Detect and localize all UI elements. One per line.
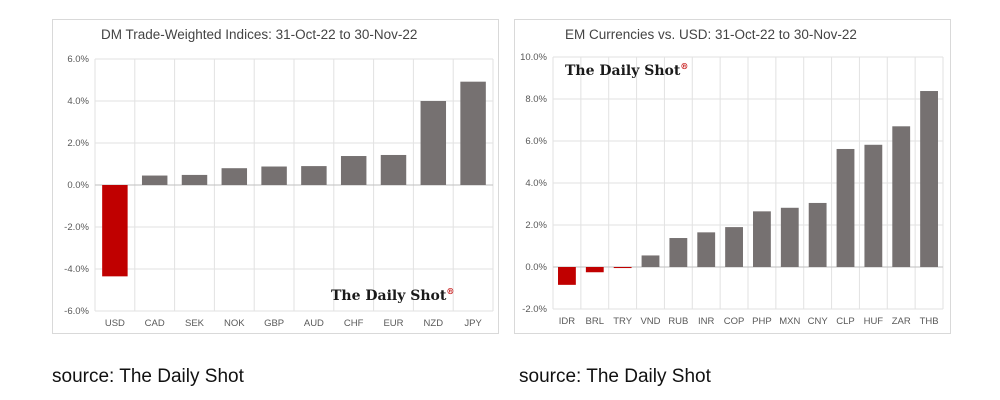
right-category-label: INR	[698, 316, 715, 327]
dm-watermark-mark: ®	[446, 286, 454, 296]
right-bar-cop	[725, 227, 743, 267]
left-y-tick-label: 6.0%	[67, 54, 89, 65]
em-currencies-chart: EM Currencies vs. USD: 31-Oct-22 to 30-N…	[520, 27, 944, 327]
right-bar-huf	[864, 144, 883, 267]
left-bar-chf	[340, 156, 367, 185]
em-chart-title: EM Currencies vs. USD: 31-Oct-22 to 30-N…	[565, 27, 857, 42]
left-bar-aud	[301, 166, 327, 185]
right-category-label: TRY	[613, 316, 632, 327]
left-source-caption: source: The Daily Shot	[52, 366, 244, 387]
left-category-label: JPY	[464, 318, 482, 329]
dm-chart-title: DM Trade-Weighted Indices: 31-Oct-22 to …	[101, 27, 417, 42]
right-bar-cny	[808, 202, 827, 267]
left-y-tick-label: 2.0%	[67, 138, 89, 149]
left-category-label: NOK	[224, 318, 245, 329]
left-bar-nzd	[420, 101, 447, 185]
dm-daily-shot-watermark: The Daily Shot®	[331, 286, 454, 304]
right-bar-php	[753, 211, 771, 267]
right-y-tick-label: 8.0%	[525, 94, 547, 105]
right-bar-rub	[669, 238, 688, 267]
left-bar-usd	[102, 185, 128, 277]
right-bar-mxn	[780, 207, 799, 267]
right-y-tick-label: 10.0%	[520, 52, 547, 63]
dm-trade-weighted-chart: DM Trade-Weighted Indices: 31-Oct-22 to …	[64, 27, 494, 329]
right-bar-vnd	[641, 255, 660, 267]
right-y-tick-label: -2.0%	[522, 304, 547, 315]
right-bar-clp	[836, 148, 855, 267]
left-y-tick-label: 0.0%	[67, 180, 89, 191]
left-y-tick-label: -4.0%	[64, 264, 89, 275]
left-y-tick-label: -2.0%	[64, 222, 89, 233]
right-category-label: ZAR	[892, 316, 911, 327]
right-bar-idr	[558, 267, 576, 285]
left-category-label: CHF	[344, 318, 364, 329]
right-category-label: MXN	[779, 316, 800, 327]
right-category-label: HUF	[864, 316, 884, 327]
right-bar-brl	[585, 267, 604, 273]
right-category-label: PHP	[752, 316, 772, 327]
left-category-label: NZD	[424, 318, 444, 329]
left-category-label: USD	[105, 318, 125, 329]
right-category-label: COP	[724, 316, 745, 327]
left-y-tick-label: -6.0%	[64, 306, 89, 317]
right-category-label: IDR	[559, 316, 576, 327]
right-bar-thb	[920, 91, 938, 268]
right-category-label: CNY	[808, 316, 829, 327]
em-watermark-mark: ®	[680, 61, 688, 71]
right-category-label: CLP	[836, 316, 854, 327]
left-bar-nok	[221, 168, 248, 185]
left-bar-eur	[380, 154, 407, 185]
em-daily-shot-watermark: The Daily Shot®	[565, 61, 688, 79]
right-y-tick-label: 6.0%	[525, 136, 547, 147]
left-category-label: SEK	[185, 318, 205, 329]
right-category-label: VND	[640, 316, 660, 327]
right-y-tick-label: 4.0%	[525, 178, 547, 189]
dm-chart-panel: DM Trade-Weighted Indices: 31-Oct-22 to …	[52, 19, 499, 334]
right-y-tick-label: 0.0%	[525, 262, 547, 273]
left-category-label: GBP	[264, 318, 284, 329]
left-bar-sek	[181, 174, 208, 185]
left-y-tick-label: 4.0%	[67, 96, 89, 107]
right-source-caption: source: The Daily Shot	[519, 366, 711, 387]
left-category-label: AUD	[304, 318, 324, 329]
right-category-label: BRL	[586, 316, 604, 327]
left-bar-jpy	[460, 81, 486, 185]
left-category-label: CAD	[145, 318, 165, 329]
right-y-tick-label: 2.0%	[525, 220, 547, 231]
left-category-label: EUR	[383, 318, 403, 329]
em-chart-panel: EM Currencies vs. USD: 31-Oct-22 to 30-N…	[514, 19, 951, 334]
right-bar-try	[613, 267, 632, 269]
left-bar-gbp	[261, 166, 287, 185]
left-bar-cad	[141, 175, 168, 185]
right-category-label: RUB	[668, 316, 688, 327]
right-bar-inr	[697, 232, 716, 267]
right-bar-zar	[892, 126, 911, 267]
right-category-label: THB	[920, 316, 939, 327]
